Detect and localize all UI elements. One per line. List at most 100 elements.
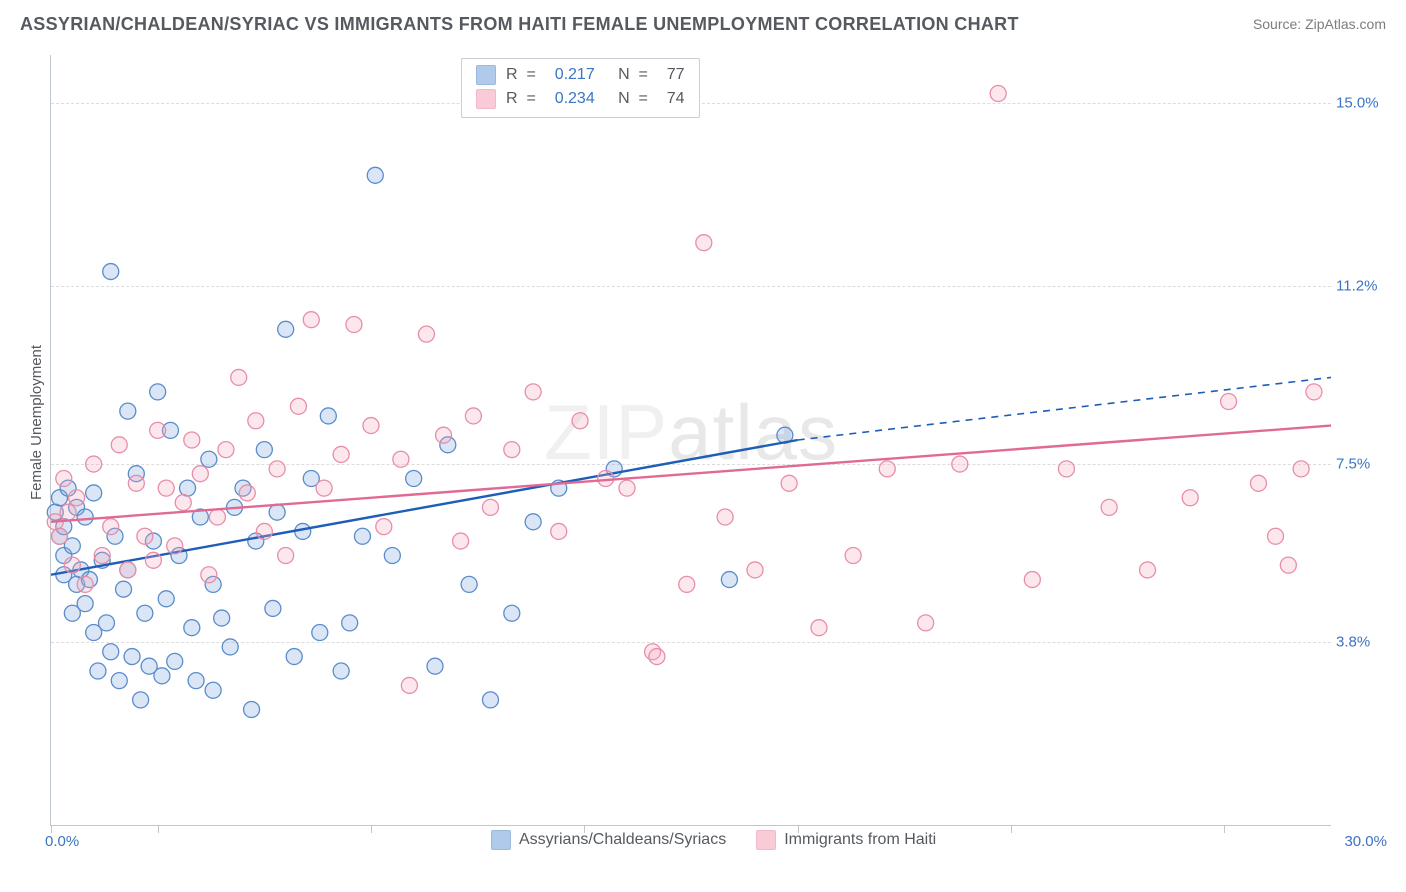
scatter-point [1140, 562, 1156, 578]
x-min-label: 0.0% [45, 833, 79, 850]
scatter-point [1293, 461, 1309, 477]
scatter-point [98, 615, 114, 631]
legend-swatch-series-a [476, 65, 496, 85]
scatter-point [367, 167, 383, 183]
scatter-point [393, 451, 409, 467]
correlation-row-series-b: R = 0.234 N = 74 [476, 87, 685, 111]
regression-line [51, 426, 1331, 522]
scatter-point [103, 644, 119, 660]
legend-label-series-a: Assyrians/Chaldeans/Syriacs [519, 831, 726, 849]
scatter-point [312, 625, 328, 641]
scatter-point [482, 692, 498, 708]
scatter-point [278, 321, 294, 337]
scatter-point [811, 620, 827, 636]
y-tick-label: 7.5% [1336, 456, 1391, 473]
series-legend: Assyrians/Chaldeans/Syriacs Immigrants f… [491, 830, 936, 850]
scatter-point [103, 264, 119, 280]
scatter-point [879, 461, 895, 477]
scatter-point [1058, 461, 1074, 477]
scatter-point [167, 538, 183, 554]
scatter-point [175, 495, 191, 511]
scatter-point [128, 475, 144, 491]
scatter-point [248, 413, 264, 429]
scatter-point [525, 514, 541, 530]
scatter-point [333, 663, 349, 679]
scatter-point [94, 548, 110, 564]
x-tick [1224, 825, 1225, 833]
scatter-point [77, 596, 93, 612]
source-attribution: Source: ZipAtlas.com [1253, 16, 1386, 32]
scatter-point [231, 369, 247, 385]
scatter-point [427, 658, 443, 674]
scatter-point [111, 673, 127, 689]
scatter-point [244, 702, 260, 718]
scatter-point [286, 649, 302, 665]
scatter-point [1280, 557, 1296, 573]
scatter-point [256, 523, 272, 539]
scatter-point [269, 504, 285, 520]
r-label: R = [506, 66, 545, 84]
scatter-point [77, 509, 93, 525]
scatter-point [465, 408, 481, 424]
scatter-point [188, 673, 204, 689]
scatter-point [1306, 384, 1322, 400]
r-value-series-b: 0.234 [555, 90, 595, 108]
scatter-point [461, 576, 477, 592]
scatter-point [504, 442, 520, 458]
scatter-point [239, 485, 255, 501]
correlation-legend: R = 0.217 N = 77 R = 0.234 N = 74 [461, 58, 700, 118]
correlation-row-series-a: R = 0.217 N = 77 [476, 63, 685, 87]
scatter-point [86, 485, 102, 501]
scatter-point [116, 581, 132, 597]
scatter-point [180, 480, 196, 496]
legend-item-series-b: Immigrants from Haiti [756, 830, 936, 850]
scatter-point [150, 422, 166, 438]
regression-line [51, 440, 798, 575]
scatter-point [69, 490, 85, 506]
scatter-point [918, 615, 934, 631]
scatter-point [721, 572, 737, 588]
scatter-point [649, 649, 665, 665]
scatter-point [504, 605, 520, 621]
x-tick [158, 825, 159, 833]
legend-label-series-b: Immigrants from Haiti [784, 831, 936, 849]
plot-area: ZIPatlas 3.8%7.5%11.2%15.0% 0.0% 30.0% R… [50, 55, 1331, 826]
scatter-point [124, 649, 140, 665]
y-tick-label: 15.0% [1336, 95, 1391, 112]
chart-svg [51, 55, 1331, 825]
scatter-point [120, 562, 136, 578]
n-label: N = [605, 90, 657, 108]
scatter-point [363, 418, 379, 434]
scatter-point [256, 442, 272, 458]
scatter-point [384, 548, 400, 564]
x-tick [1011, 825, 1012, 833]
scatter-point [222, 639, 238, 655]
scatter-point [406, 471, 422, 487]
legend-item-series-a: Assyrians/Chaldeans/Syriacs [491, 830, 726, 850]
scatter-point [346, 317, 362, 333]
scatter-point [551, 523, 567, 539]
scatter-point [184, 432, 200, 448]
scatter-point [201, 567, 217, 583]
scatter-point [56, 471, 72, 487]
scatter-point [150, 384, 166, 400]
scatter-point [453, 533, 469, 549]
scatter-point [290, 398, 306, 414]
scatter-point [619, 480, 635, 496]
scatter-point [1268, 528, 1284, 544]
scatter-point [120, 403, 136, 419]
x-max-label: 30.0% [1344, 833, 1387, 850]
scatter-point [342, 615, 358, 631]
n-value-series-a: 77 [667, 66, 685, 84]
scatter-point [572, 413, 588, 429]
scatter-point [717, 509, 733, 525]
scatter-point [1250, 475, 1266, 491]
scatter-point [145, 552, 161, 568]
y-tick-label: 11.2% [1336, 278, 1391, 295]
legend-swatch-series-a [491, 830, 511, 850]
scatter-point [354, 528, 370, 544]
scatter-point [845, 548, 861, 564]
y-axis-label: Female Unemployment [28, 345, 45, 500]
scatter-point [201, 451, 217, 467]
scatter-point [77, 576, 93, 592]
